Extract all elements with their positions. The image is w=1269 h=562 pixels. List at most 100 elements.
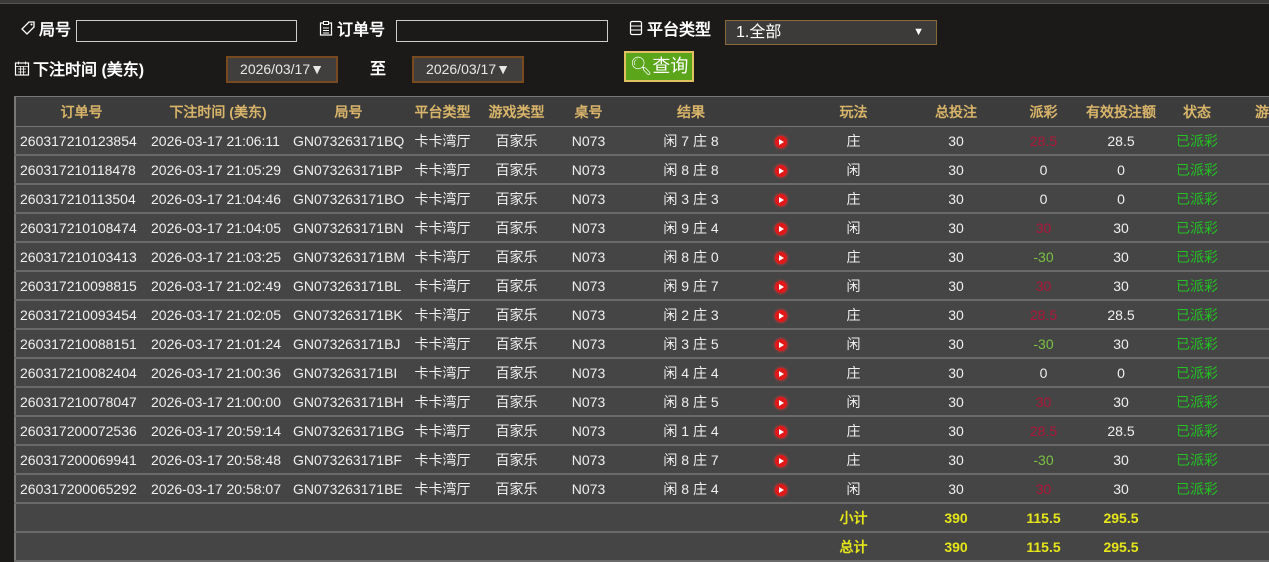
tag-icon — [21, 21, 35, 35]
cell-game: 百家乐 — [477, 387, 556, 417]
cell-platform: 卡卡湾厅 — [408, 358, 477, 388]
cell-bet: 30 — [906, 184, 1006, 214]
cell-play: 庄 — [801, 242, 906, 272]
cell-time: 2026-03-17 21:01:24 — [147, 329, 289, 359]
cell-empty — [1233, 300, 1269, 330]
play-video-icon[interactable] — [775, 193, 787, 206]
subtotal-label: 小计 — [801, 503, 906, 533]
play-video-icon[interactable] — [775, 251, 787, 264]
cell-table: N073 — [556, 474, 621, 504]
cell-payout: 0 — [1006, 358, 1081, 388]
cell-status: 已派彩 — [1161, 184, 1233, 214]
platform-label: 平台类型 — [628, 16, 711, 40]
cell-game: 百家乐 — [477, 184, 556, 214]
cell-game: 百家乐 — [477, 155, 556, 185]
play-video-icon[interactable] — [775, 135, 787, 148]
cell-time: 2026-03-17 21:03:25 — [147, 242, 289, 272]
play-video-icon[interactable] — [775, 367, 787, 380]
cell-status: 已派彩 — [1161, 387, 1233, 417]
table-row[interactable]: 260317210082404 2026-03-17 21:00:36 GN0732… — [15, 358, 1269, 388]
play-video-icon[interactable] — [775, 396, 787, 409]
table-row[interactable]: 260317210098815 2026-03-17 21:02:49 GN0732… — [15, 271, 1269, 301]
cell-empty — [1233, 532, 1269, 562]
top-border — [0, 0, 1269, 4]
cell-empty — [1161, 503, 1233, 533]
table-row[interactable]: 260317210108474 2026-03-17 21:04:05 GN0732… — [15, 213, 1269, 243]
table-row[interactable]: 260317200072536 2026-03-17 20:59:14 GN0732… — [15, 416, 1269, 446]
cell-empty — [621, 532, 761, 562]
cell-order: 260317210103413 — [15, 242, 147, 272]
table-row[interactable]: 260317210088151 2026-03-17 21:01:24 GN0732… — [15, 329, 1269, 359]
play-video-icon[interactable] — [775, 454, 787, 467]
cell-valid: 28.5 — [1081, 126, 1161, 156]
cell-payout: 28.5 — [1006, 126, 1081, 156]
cell-empty — [621, 503, 761, 533]
table-row[interactable]: 260317210103413 2026-03-17 21:03:25 GN0732… — [15, 242, 1269, 272]
cell-empty — [1233, 242, 1269, 272]
column-header: 平台类型 — [408, 96, 477, 127]
cell-status: 已派彩 — [1161, 474, 1233, 504]
subtotal-row: 小计 390 115.5 295.5 — [15, 503, 1269, 533]
chevron-down-icon: ▼ — [913, 26, 924, 38]
table-row[interactable]: 260317210118478 2026-03-17 21:05:29 GN0732… — [15, 155, 1269, 185]
cell-replay — [761, 126, 801, 156]
play-video-icon[interactable] — [775, 338, 787, 351]
play-video-icon[interactable] — [775, 483, 787, 496]
table-row[interactable]: 260317210113504 2026-03-17 21:04:46 GN0732… — [15, 184, 1269, 214]
cell-platform: 卡卡湾厅 — [408, 271, 477, 301]
cell-empty — [477, 532, 556, 562]
cell-empty — [761, 503, 801, 533]
table-row[interactable]: 260317200069941 2026-03-17 20:58:48 GN0732… — [15, 445, 1269, 475]
play-video-icon[interactable] — [775, 164, 787, 177]
subtotal-valid: 295.5 — [1081, 503, 1161, 533]
play-video-icon[interactable] — [775, 309, 787, 322]
clipboard-icon — [319, 21, 333, 36]
play-video-icon[interactable] — [775, 222, 787, 235]
cell-platform: 卡卡湾厅 — [408, 387, 477, 417]
cell-valid: 30 — [1081, 474, 1161, 504]
cell-result: 闲 8 庄 5 — [621, 387, 761, 417]
cell-time: 2026-03-17 20:58:48 — [147, 445, 289, 475]
platform-select[interactable]: 1.全部 ▼ — [725, 20, 937, 45]
cell-table: N073 — [556, 184, 621, 214]
column-header: 有效投注额 — [1081, 96, 1161, 127]
column-header: 局号 — [289, 96, 408, 127]
cell-empty — [147, 532, 289, 562]
play-video-icon[interactable] — [775, 425, 787, 438]
cell-game: 百家乐 — [477, 416, 556, 446]
query-button[interactable]: 🔍︎查询 — [624, 51, 694, 82]
cell-empty — [556, 503, 621, 533]
play-video-icon[interactable] — [775, 280, 787, 293]
cell-result: 闲 7 庄 8 — [621, 126, 761, 156]
cell-order: 260317210098815 — [15, 271, 147, 301]
cell-order: 260317200065292 — [15, 474, 147, 504]
cell-replay — [761, 445, 801, 475]
total-label: 总计 — [801, 532, 906, 562]
cell-empty — [1233, 416, 1269, 446]
table-row[interactable]: 260317210123854 2026-03-17 21:06:11 GN0732… — [15, 126, 1269, 156]
cell-replay — [761, 329, 801, 359]
cell-round: GN073263171BI — [289, 358, 408, 388]
cell-platform: 卡卡湾厅 — [408, 242, 477, 272]
cell-valid: 0 — [1081, 155, 1161, 185]
table-row[interactable]: 260317210078047 2026-03-17 21:00:00 GN0732… — [15, 387, 1269, 417]
cell-round: GN073263171BG — [289, 416, 408, 446]
time-label: 下注时间 (美东) — [14, 56, 144, 80]
cell-table: N073 — [556, 155, 621, 185]
cell-valid: 28.5 — [1081, 300, 1161, 330]
table-row[interactable]: 260317210093454 2026-03-17 21:02:05 GN0732… — [15, 300, 1269, 330]
cell-platform: 卡卡湾厅 — [408, 213, 477, 243]
date-from-picker[interactable]: 2026/03/17▼ — [226, 56, 338, 83]
cell-valid: 30 — [1081, 387, 1161, 417]
cell-platform: 卡卡湾厅 — [408, 184, 477, 214]
date-to-picker[interactable]: 2026/03/17▼ — [412, 56, 524, 83]
cell-time: 2026-03-17 21:04:05 — [147, 213, 289, 243]
cell-empty — [556, 532, 621, 562]
cell-table: N073 — [556, 387, 621, 417]
cell-valid: 28.5 — [1081, 416, 1161, 446]
order-input[interactable] — [396, 20, 608, 42]
cell-valid: 30 — [1081, 213, 1161, 243]
cell-order: 260317210123854 — [15, 126, 147, 156]
round-input[interactable] — [76, 20, 297, 42]
table-row[interactable]: 260317200065292 2026-03-17 20:58:07 GN0732… — [15, 474, 1269, 504]
